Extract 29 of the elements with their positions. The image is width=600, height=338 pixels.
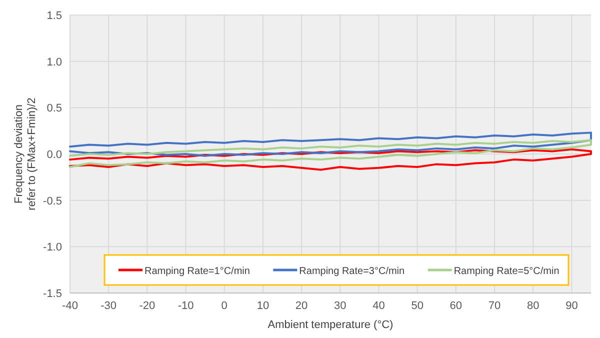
legend-label: Ramping Rate=1°C/min [144,266,250,277]
legend-label: Ramping Rate=5°C/min [454,266,560,277]
x-tick-label: -30 [100,300,117,312]
x-tick-label: 40 [372,300,385,312]
legend-label: Ramping Rate=3°C/min [299,266,405,277]
x-tick-label: 50 [411,300,424,312]
y-axis-title: Frequency deviation refer to (FMax+Fmin)/2 [13,98,38,210]
x-tick-label: 10 [256,300,270,312]
x-tick-label: 90 [566,300,578,312]
y-tick-label: 0.5 [46,102,62,115]
line-series [69,132,592,157]
y-tick-label: 0.0 [46,149,62,161]
line-series [69,148,592,171]
y-tick-label: 1.0 [46,56,62,68]
line-series [69,139,592,168]
y-tick-label: -1.5 [43,288,62,300]
y-tick-label: -0.5 [43,195,62,208]
x-tick-label: -10 [178,300,194,312]
x-tick-label: 60 [450,300,462,312]
x-tick-label: -40 [62,300,78,312]
x-tick-label: -20 [139,300,156,312]
x-tick-label: 80 [526,300,540,312]
x-tick-label: 20 [295,300,308,312]
x-tick-label: 0 [221,300,228,312]
x-tick-label: 30 [334,300,346,312]
x-axis-title: Ambient temperature (°C) [268,319,394,331]
y-tick-label: 1.5 [46,10,62,22]
y-tick-label: -1.0 [43,242,62,254]
x-tick-label: 70 [488,300,501,312]
